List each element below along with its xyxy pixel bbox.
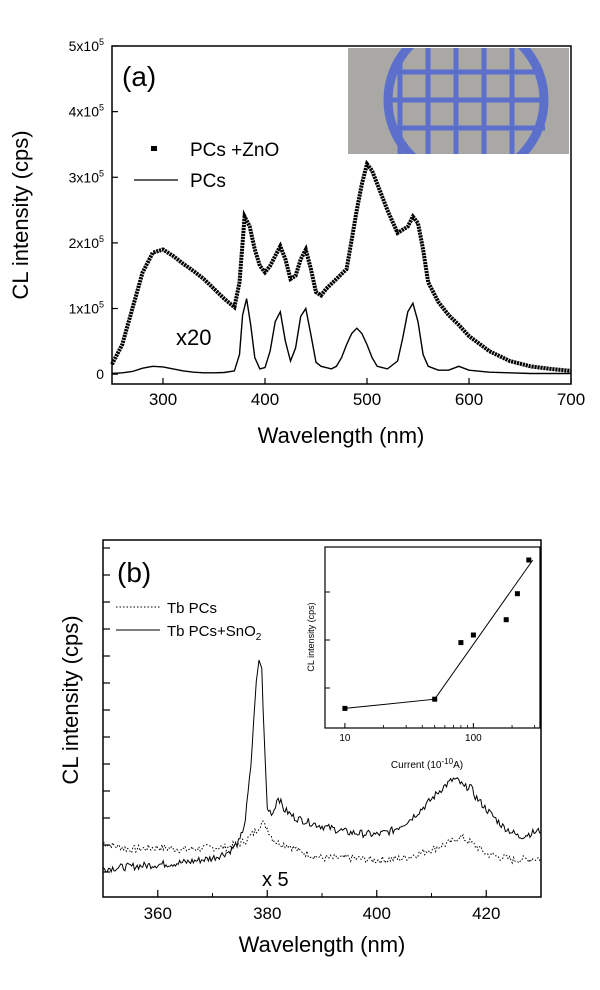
series-tb-pcs-line — [102, 820, 542, 865]
inset-data-point — [342, 705, 348, 711]
series-pcs-zno-line — [110, 159, 572, 373]
series-tb-pcs-sno2-line — [102, 659, 542, 874]
panel-b-x-tick-label: 380 — [253, 904, 281, 923]
series-pcs-line — [111, 298, 571, 375]
panel-a-y-tick-label: 2x105 — [69, 234, 104, 251]
inset-data-point — [526, 557, 532, 563]
panel-b-annotation: x 5 — [262, 869, 289, 891]
inset-x-tick-label: 100 — [465, 733, 482, 744]
inset-data-point — [514, 591, 520, 597]
inset-x-tick-label: 10 — [339, 733, 351, 744]
panel-b-y-axis-label: CL intensity (cps) — [58, 615, 83, 784]
panel-a: 300 400 500 600 700 0 1x105 2x105 3x105 4x105 5x1… — [8, 37, 585, 448]
panel-b-x-tick-label: 420 — [472, 904, 500, 923]
panel-a-x-tick-label: 400 — [251, 390, 279, 409]
panel-a-label: (a) — [122, 61, 156, 92]
panel-b-y-ticks — [103, 547, 110, 873]
panel-a-x-axis-label: Wavelength (nm) — [258, 423, 425, 448]
panel-a-x-tick-label: 600 — [455, 390, 483, 409]
panel-a-plot-frame — [111, 45, 572, 385]
panel-a-inset-photo — [348, 48, 569, 154]
panel-b: 360 380 400 420 (b) x 5 Tb PCs Tb PCs+SnO2 … — [58, 539, 542, 957]
panel-b-label: (b) — [117, 557, 151, 588]
inset-data-point — [503, 617, 509, 623]
panel-a-y-tick-label: 1x105 — [69, 300, 104, 317]
panel-a-legend: PCs +ZnO PCs — [134, 140, 279, 192]
panel-a-y-tick-label: 3x105 — [69, 168, 104, 185]
panel-a-x-tick-label: 300 — [149, 390, 177, 409]
legend-label-tb-pcs: Tb PCs — [167, 600, 217, 617]
panel-a-annotation: x20 — [176, 325, 211, 350]
panel-a-y-axis-label: CL intensity (cps) — [8, 130, 33, 299]
panel-b-inset: 10 100 Current (10-10A) CL intensity (cps… — [306, 546, 541, 771]
panel-a-y-tick-label: 0 — [96, 366, 104, 382]
inset-y-axis-label: CL intensity (cps) — [306, 602, 316, 671]
legend-label-pcs: PCs — [190, 171, 226, 192]
panel-a-x-tick-label: 500 — [353, 390, 381, 409]
legend-label-pcs-zno: PCs +ZnO — [190, 140, 279, 161]
inset-data-point — [458, 640, 464, 646]
inset-x-axis-label: Current (10-10A) — [391, 757, 463, 771]
panel-b-x-axis-label: Wavelength (nm) — [239, 932, 406, 957]
panel-a-y-tick-label: 5x105 — [69, 37, 104, 54]
legend-label-tb-pcs-sno2: Tb PCs+SnO2 — [167, 623, 262, 643]
panel-a-y-tick-label: 4x105 — [69, 103, 104, 120]
panel-b-x-tick-label: 360 — [144, 904, 172, 923]
panel-a-x-tick-label: 700 — [557, 390, 585, 409]
panel-b-legend: Tb PCs Tb PCs+SnO2 — [116, 600, 262, 643]
inset-data-point — [470, 632, 476, 638]
legend-marker-pcs-zno — [151, 146, 157, 151]
inset-data-point — [432, 696, 438, 702]
panel-b-x-tick-label: 400 — [363, 904, 391, 923]
